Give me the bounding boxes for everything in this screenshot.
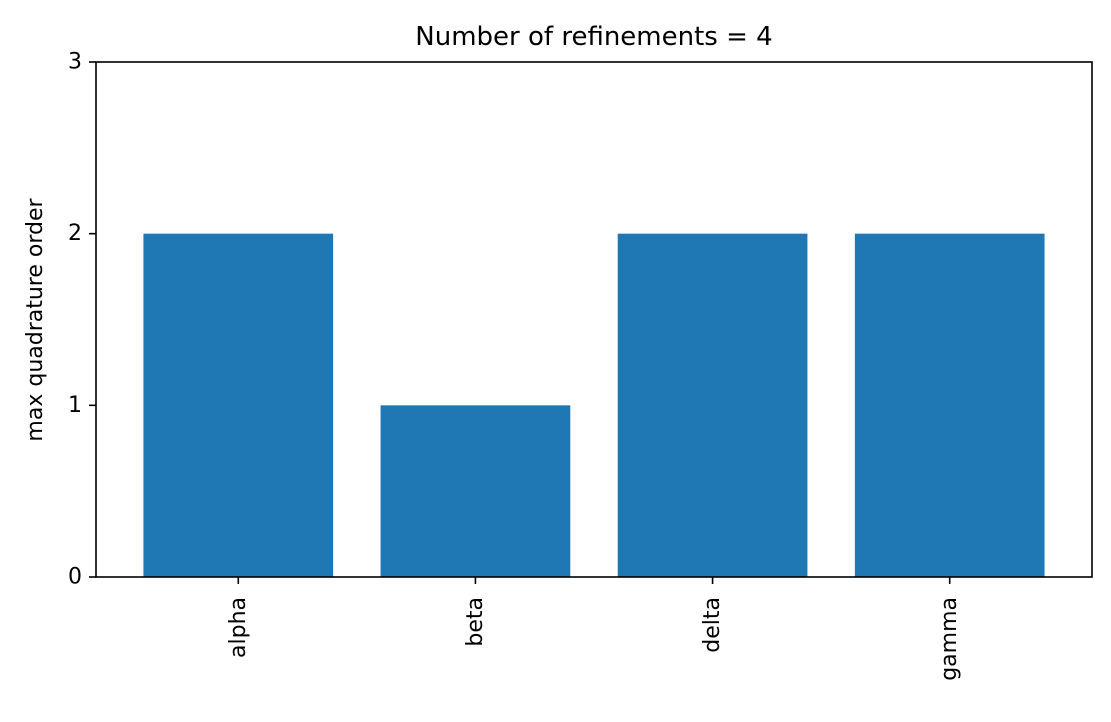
plot-frame bbox=[95, 61, 1093, 578]
x-tick-label: beta bbox=[463, 597, 488, 647]
x-tick-label: gamma bbox=[937, 597, 962, 681]
y-tick-label: 3 bbox=[68, 50, 82, 75]
y-axis-label: max quadrature order bbox=[23, 197, 48, 441]
bar-beta bbox=[380, 405, 571, 577]
bar-delta bbox=[617, 233, 808, 577]
x-tick-label: delta bbox=[700, 597, 725, 653]
bar-alpha bbox=[143, 233, 334, 577]
chart-title: Number of refinements = 4 bbox=[415, 22, 772, 52]
y-tick-label: 0 bbox=[68, 565, 82, 590]
y-tick-label: 1 bbox=[68, 393, 82, 418]
x-axis-ticks: alpha beta delta gamma bbox=[226, 577, 962, 681]
x-tick-label: alpha bbox=[226, 597, 251, 658]
y-axis-ticks: 0 1 2 3 bbox=[68, 50, 96, 590]
y-tick-label: 2 bbox=[68, 221, 82, 246]
bars-group bbox=[143, 233, 1045, 577]
bar-gamma bbox=[854, 233, 1045, 577]
